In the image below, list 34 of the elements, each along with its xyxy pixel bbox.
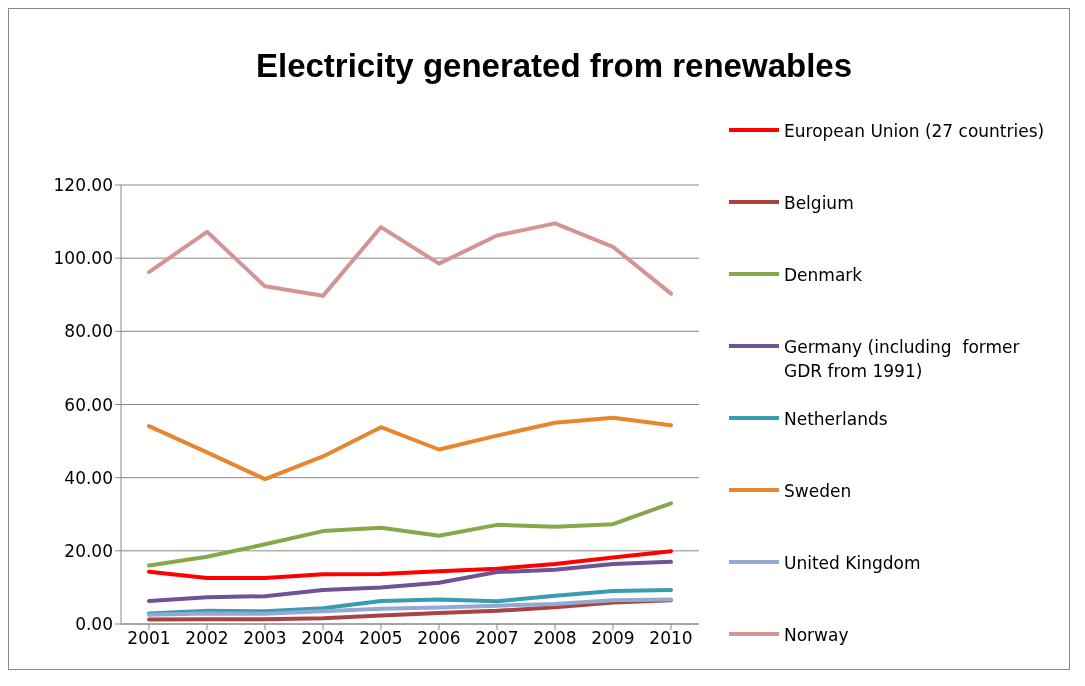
- line-series: [147, 587, 673, 616]
- legend-label: United Kingdom: [784, 552, 922, 575]
- line-series: [147, 415, 673, 482]
- x-tick-label: 2010: [649, 628, 693, 649]
- line-series: [147, 598, 673, 622]
- legend-label: Belgium: [784, 192, 855, 215]
- x-tick-label: 2009: [591, 628, 635, 649]
- y-tick-label: 100.00: [53, 248, 113, 269]
- line-series: [147, 597, 673, 617]
- legend-label: Sweden: [784, 480, 853, 503]
- y-tick-label: 0.00: [75, 614, 113, 635]
- x-tick-label: 2003: [243, 628, 287, 649]
- y-tick-label: 80.00: [64, 321, 113, 342]
- y-tick-label: 120.00: [53, 175, 113, 196]
- legend-label: Norway: [784, 624, 850, 647]
- y-tick-label: 20.00: [64, 540, 113, 561]
- x-tick-label: 2005: [359, 628, 403, 649]
- line-series: [147, 559, 673, 603]
- line-series: [147, 501, 673, 568]
- chart-title: Electricity generated from renewables: [254, 47, 854, 85]
- legend-label: Germany (including former GDR from 1991): [784, 336, 1021, 383]
- legend-label: European Union (27 countries): [784, 120, 1046, 143]
- x-tick-label: 2004: [301, 628, 345, 649]
- x-tick-label: 2002: [185, 628, 229, 649]
- x-tick-label: 2008: [533, 628, 577, 649]
- x-tick-label: 2007: [475, 628, 519, 649]
- x-tick-label: 2001: [127, 628, 171, 649]
- line-series: [147, 221, 673, 298]
- legend-label: Netherlands: [784, 408, 889, 431]
- y-tick-label: 40.00: [64, 467, 113, 488]
- x-tick-label: 2006: [417, 628, 461, 649]
- legend-label: Denmark: [784, 264, 864, 287]
- y-tick-label: 60.00: [64, 394, 113, 415]
- line-series: [147, 549, 673, 580]
